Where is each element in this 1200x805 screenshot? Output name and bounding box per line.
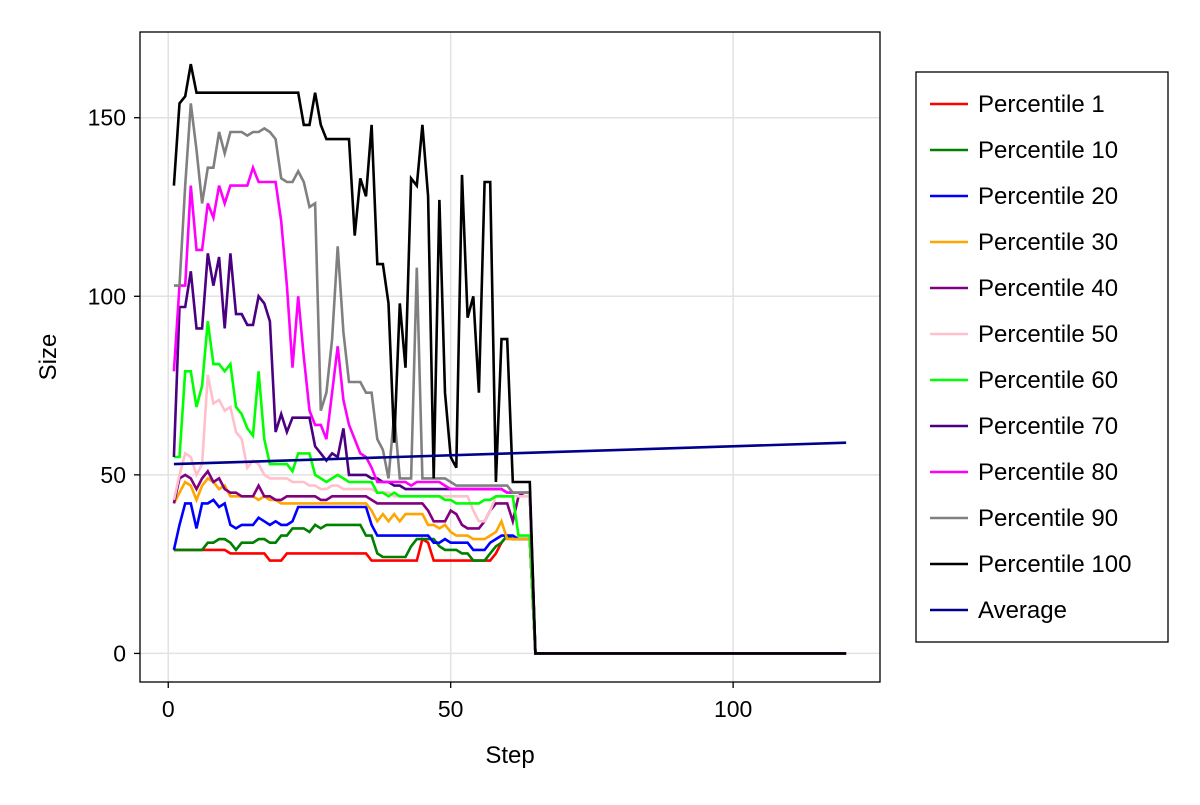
legend-label-percentile-1: Percentile 1	[978, 91, 1105, 118]
legend-label-percentile-30: Percentile 30	[978, 229, 1118, 256]
x-axis-label: Step	[485, 742, 534, 769]
legend-box	[915, 71, 1169, 643]
axis-ticks: 0 50 100 0 50 100 150	[88, 105, 753, 722]
plot-frame	[139, 31, 881, 683]
legend-label-percentile-50: Percentile 50	[978, 321, 1118, 348]
legend: Percentile 1 Percentile 10 Percentile 20 Pe…	[915, 71, 1169, 643]
series-line-percentile-40	[172, 468, 847, 655]
legend-label-percentile-60: Percentile 60	[978, 367, 1118, 394]
y-tick-label: 100	[88, 283, 126, 309]
legend-label-percentile-90: Percentile 90	[978, 505, 1118, 532]
x-tick-label: 50	[438, 696, 464, 722]
legend-label-percentile-40: Percentile 40	[978, 275, 1118, 302]
legend-label-percentile-20: Percentile 20	[978, 183, 1118, 210]
y-tick-label: 50	[100, 462, 126, 488]
series-line-percentile-90	[173, 103, 847, 655]
grid-lines	[140, 32, 880, 682]
series-layer	[172, 63, 847, 655]
legend-label-average: Average	[978, 597, 1067, 624]
y-tick-label: 150	[88, 105, 126, 131]
y-axis-label: Size	[35, 334, 62, 381]
legend-label-percentile-10: Percentile 10	[978, 137, 1118, 164]
legend-label-percentile-70: Percentile 70	[978, 413, 1118, 440]
series-line-percentile-20	[172, 498, 847, 655]
y-tick-label: 0	[113, 640, 126, 666]
legend-label-percentile-80: Percentile 80	[978, 459, 1118, 486]
series-line-percentile-80	[172, 163, 847, 655]
legend-label-percentile-100: Percentile 100	[978, 551, 1131, 578]
series-line-percentile-60	[173, 321, 847, 655]
series-line-percentile-100	[172, 63, 847, 655]
x-tick-label: 0	[162, 696, 175, 722]
x-tick-label: 100	[714, 696, 752, 722]
series-line-percentile-10	[173, 523, 847, 655]
series-line-average	[173, 441, 847, 466]
